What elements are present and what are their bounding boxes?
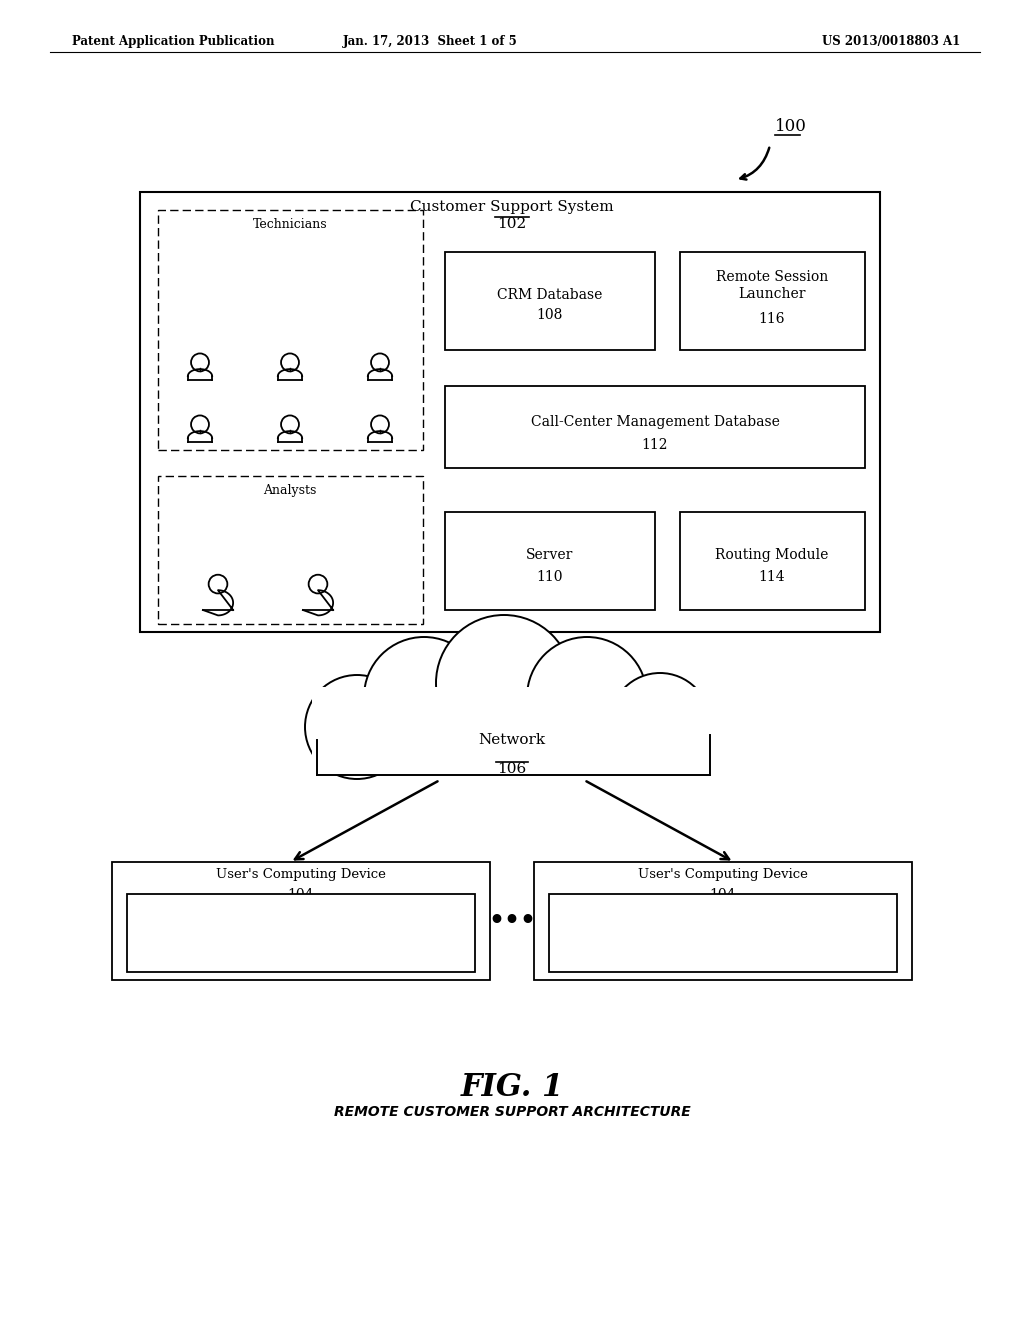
Text: 110: 110 [537,570,563,583]
Text: 102: 102 [498,216,526,231]
FancyBboxPatch shape [140,191,880,632]
Text: 112: 112 [642,438,669,451]
Circle shape [610,673,710,774]
Text: •••: ••• [488,908,536,932]
Text: US 2013/0018803 A1: US 2013/0018803 A1 [821,36,961,48]
FancyBboxPatch shape [445,252,655,350]
Text: 104: 104 [710,888,736,902]
FancyBboxPatch shape [312,722,712,780]
Text: Remote Session
Launcher: Remote Session Launcher [716,271,828,301]
Text: Self-Support Tool: Self-Support Tool [240,920,362,935]
Text: REMOTE CUSTOMER SUPPORT ARCHITECTURE: REMOTE CUSTOMER SUPPORT ARCHITECTURE [334,1105,690,1119]
Circle shape [527,638,647,756]
Text: Network: Network [478,733,546,747]
FancyBboxPatch shape [312,686,717,775]
Text: Customer Support System: Customer Support System [411,201,613,214]
Text: 118: 118 [288,942,314,956]
Circle shape [527,638,647,756]
Text: 104: 104 [288,888,314,902]
Text: 100: 100 [775,117,807,135]
Text: 118: 118 [710,942,736,956]
FancyBboxPatch shape [112,862,490,979]
Circle shape [364,638,484,756]
Text: 106: 106 [498,762,526,776]
FancyBboxPatch shape [158,477,423,624]
FancyBboxPatch shape [445,512,655,610]
FancyBboxPatch shape [445,385,865,469]
Text: Routing Module: Routing Module [716,548,828,562]
FancyBboxPatch shape [680,512,865,610]
Circle shape [364,638,484,756]
FancyBboxPatch shape [549,894,897,972]
FancyBboxPatch shape [534,862,912,979]
Text: CRM Database: CRM Database [498,288,603,302]
Text: User's Computing Device: User's Computing Device [638,869,808,880]
FancyBboxPatch shape [680,252,865,350]
Circle shape [305,675,409,779]
Text: Call-Center Management Database: Call-Center Management Database [530,414,779,429]
Text: 114: 114 [759,570,785,583]
Text: 116: 116 [759,312,785,326]
FancyBboxPatch shape [158,210,423,450]
Text: 108: 108 [537,308,563,322]
Text: FIG. 1: FIG. 1 [461,1072,563,1104]
Circle shape [436,615,572,751]
Text: Jan. 17, 2013  Sheet 1 of 5: Jan. 17, 2013 Sheet 1 of 5 [343,36,517,48]
Circle shape [305,675,409,779]
Text: User's Computing Device: User's Computing Device [216,869,386,880]
Text: Analysts: Analysts [263,484,316,498]
Text: Server: Server [526,548,573,562]
Circle shape [610,673,710,774]
Circle shape [436,615,572,751]
Text: Self-Support Tool: Self-Support Tool [662,920,784,935]
Text: Technicians: Technicians [253,218,328,231]
FancyBboxPatch shape [127,894,475,972]
Text: Patent Application Publication: Patent Application Publication [72,36,274,48]
